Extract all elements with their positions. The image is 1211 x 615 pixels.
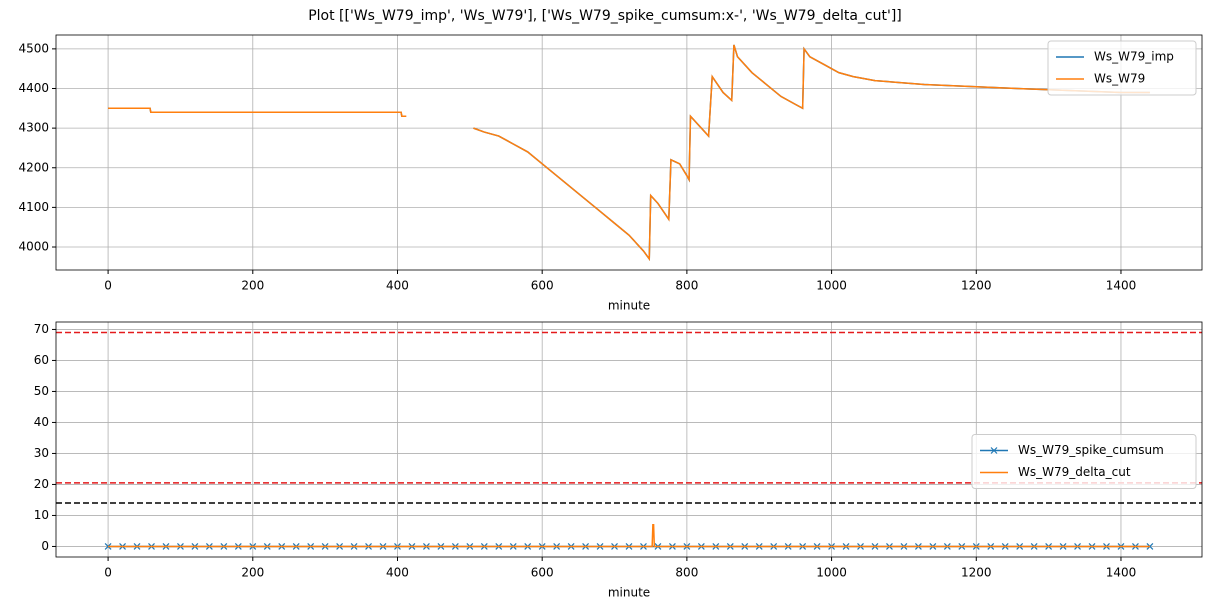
x-axis-label: minute	[608, 586, 650, 600]
x-tick-label: 1000	[816, 566, 847, 580]
y-tick-label: 40	[34, 415, 49, 429]
x-tick-label: 0	[104, 279, 112, 293]
x-tick-label: 0	[104, 566, 112, 580]
x-tick-label: 1400	[1106, 279, 1137, 293]
legend-marker	[990, 447, 998, 454]
x-tick-label: 400	[386, 566, 409, 580]
x-tick-label: 600	[531, 566, 554, 580]
series-line	[108, 524, 1150, 548]
x-tick-label: 800	[675, 566, 698, 580]
y-tick-label: 60	[34, 353, 49, 367]
y-tick-label: 50	[34, 384, 49, 398]
x-tick-label: 800	[675, 279, 698, 293]
axes-frame	[55, 321, 1203, 558]
y-tick-label: 4200	[18, 160, 49, 174]
legend-box	[971, 434, 1197, 489]
y-tick-label: 20	[34, 477, 49, 491]
x-tick-label: 400	[386, 279, 409, 293]
x-tick-label: 1000	[816, 279, 847, 293]
y-tick-label: 70	[34, 322, 49, 336]
y-tick-label: 4300	[18, 121, 49, 135]
y-tick-label: 0	[41, 539, 49, 553]
x-tick-label: 200	[241, 566, 264, 580]
y-tick-label: 4100	[18, 200, 49, 214]
legend-box	[1047, 40, 1197, 96]
legend-label: Ws_W79_spike_cumsum	[1018, 443, 1164, 457]
legend-label: Ws_W79_imp	[1094, 50, 1174, 64]
y-tick-label: 4500	[18, 41, 49, 55]
legend-label: Ws_W79_delta_cut	[1018, 465, 1131, 479]
x-tick-label: 200	[241, 279, 264, 293]
x-tick-label: 1200	[961, 566, 992, 580]
y-tick-label: 30	[34, 446, 49, 460]
x-tick-label: 600	[531, 279, 554, 293]
y-tick-label: 10	[34, 508, 49, 522]
x-axis-label: minute	[608, 299, 650, 313]
figure-title: Plot [['Ws_W79_imp', 'Ws_W79'], ['Ws_W79…	[308, 8, 902, 24]
series-line	[108, 44, 1150, 262]
x-tick-label: 1400	[1106, 566, 1137, 580]
y-tick-label: 4400	[18, 81, 49, 95]
y-tick-label: 4000	[18, 240, 49, 254]
x-tick-label: 1200	[961, 279, 992, 293]
legend-label: Ws_W79	[1094, 72, 1145, 86]
axes-frame	[55, 34, 1203, 271]
